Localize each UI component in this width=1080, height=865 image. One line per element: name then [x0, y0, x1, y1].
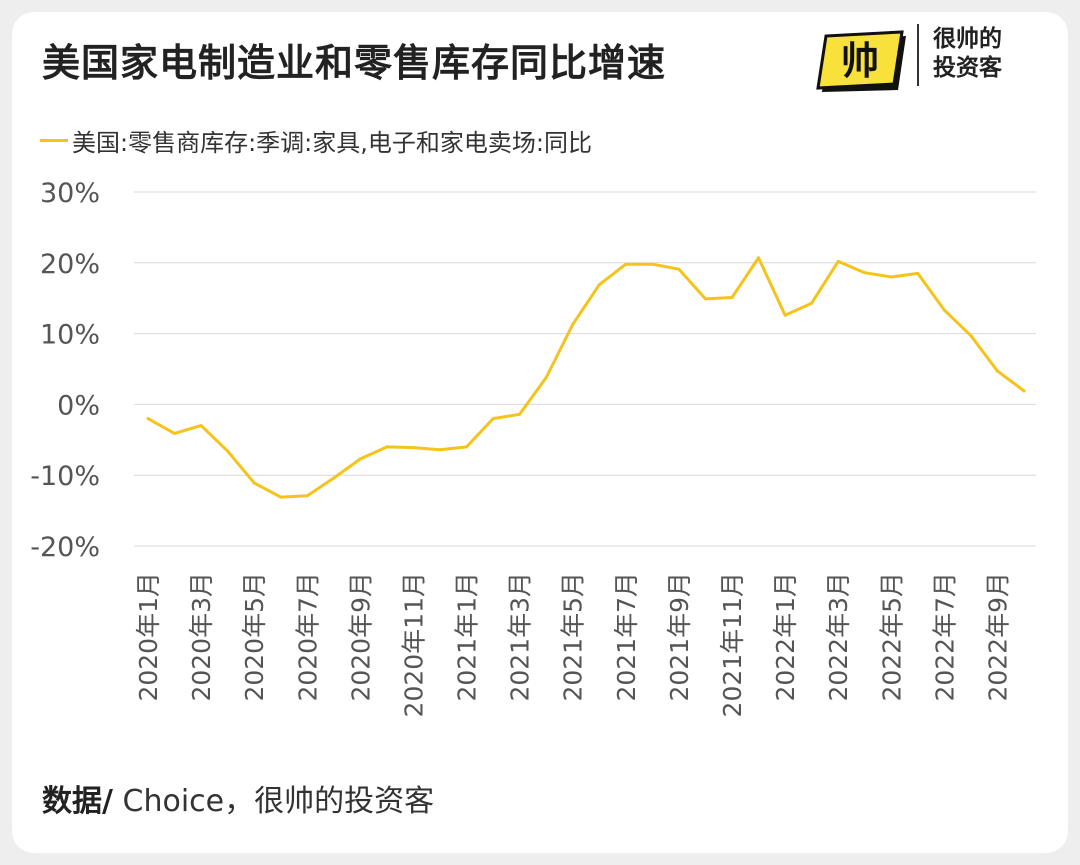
data-point — [703, 297, 707, 301]
data-point — [332, 476, 336, 480]
data-point — [836, 259, 840, 263]
data-point — [730, 295, 734, 299]
x-tick-label: 2021年9月 — [665, 572, 694, 702]
data-point — [624, 262, 628, 266]
brand-name-line2: 投资客 — [933, 55, 1002, 81]
data-point — [916, 271, 920, 275]
data-point — [305, 494, 309, 498]
legend-swatch — [40, 138, 68, 142]
data-point — [757, 256, 761, 260]
data-point — [889, 275, 893, 279]
data-point — [252, 481, 256, 485]
brand-name-line1: 很帅的 — [933, 26, 1002, 52]
data-point — [677, 267, 681, 271]
x-tick-label: 2022年3月 — [824, 572, 853, 702]
x-tick-label: 2020年7月 — [293, 572, 322, 702]
series-line — [146, 256, 1026, 499]
data-point — [969, 334, 973, 338]
data-point — [942, 308, 946, 312]
data-point — [597, 283, 601, 287]
y-tick-label: 10% — [40, 320, 100, 351]
data-point — [358, 457, 362, 461]
y-tick-label: 20% — [40, 249, 100, 280]
y-tick-label: 30% — [40, 178, 100, 209]
brand-logo: 帅 — [816, 30, 906, 92]
data-point — [438, 448, 442, 452]
legend-label: 美国:零售商库存:季调:家具,电子和家电卖场:同比 — [72, 128, 592, 157]
logo-plate — [816, 30, 904, 90]
logo-glyph: 帅 — [841, 39, 879, 83]
y-tick-label: -20% — [30, 532, 100, 563]
brand-name: 很帅的 投资客 — [933, 25, 1033, 83]
data-point — [571, 322, 575, 326]
data-point — [226, 449, 230, 453]
data-point — [650, 262, 654, 266]
y-tick-label: -10% — [30, 461, 100, 492]
x-tick-label: 2022年1月 — [771, 572, 800, 702]
data-point — [783, 313, 787, 317]
data-point — [173, 431, 177, 435]
data-point — [863, 271, 867, 275]
x-tick-label: 2021年5月 — [559, 572, 588, 702]
x-tick-label: 2021年3月 — [506, 572, 535, 702]
legend: 美国:零售商库存:季调:家具,电子和家电卖场:同比 — [40, 122, 592, 158]
data-point — [199, 424, 203, 428]
data-point — [995, 369, 999, 373]
data-point — [385, 445, 389, 449]
footer-text: Choice，很帅的投资客 — [112, 784, 435, 819]
x-tick-label: 2022年9月 — [983, 572, 1012, 702]
y-tick-label: 0% — [57, 390, 100, 421]
x-tick-label: 2020年9月 — [346, 572, 375, 702]
footer-source: 数据/ Choice，很帅的投资客 — [42, 776, 434, 820]
data-point — [1022, 389, 1026, 393]
chart-card — [12, 12, 1068, 853]
data-point — [544, 375, 548, 379]
chart-title: 美国家电制造业和零售库存同比增速 — [42, 41, 667, 85]
x-tick-label: 2020年1月 — [134, 572, 163, 702]
x-tick-label: 2021年11月 — [718, 572, 747, 717]
x-tick-label: 2022年7月 — [930, 572, 959, 702]
data-point — [465, 445, 469, 449]
footer-label: 数据/ — [42, 784, 113, 819]
data-point — [518, 412, 522, 416]
x-tick-label: 2020年3月 — [187, 572, 216, 702]
x-tick-label: 2020年11月 — [399, 572, 428, 717]
data-point — [491, 417, 495, 421]
x-tick-label: 2020年5月 — [240, 572, 269, 702]
data-point — [411, 446, 415, 450]
x-tick-label: 2022年5月 — [877, 572, 906, 702]
data-point — [810, 301, 814, 305]
x-tick-label: 2021年1月 — [453, 572, 482, 702]
data-point — [279, 495, 283, 499]
x-tick-label: 2021年7月 — [612, 572, 641, 702]
brand-divider — [917, 24, 919, 86]
data-point — [146, 417, 150, 421]
